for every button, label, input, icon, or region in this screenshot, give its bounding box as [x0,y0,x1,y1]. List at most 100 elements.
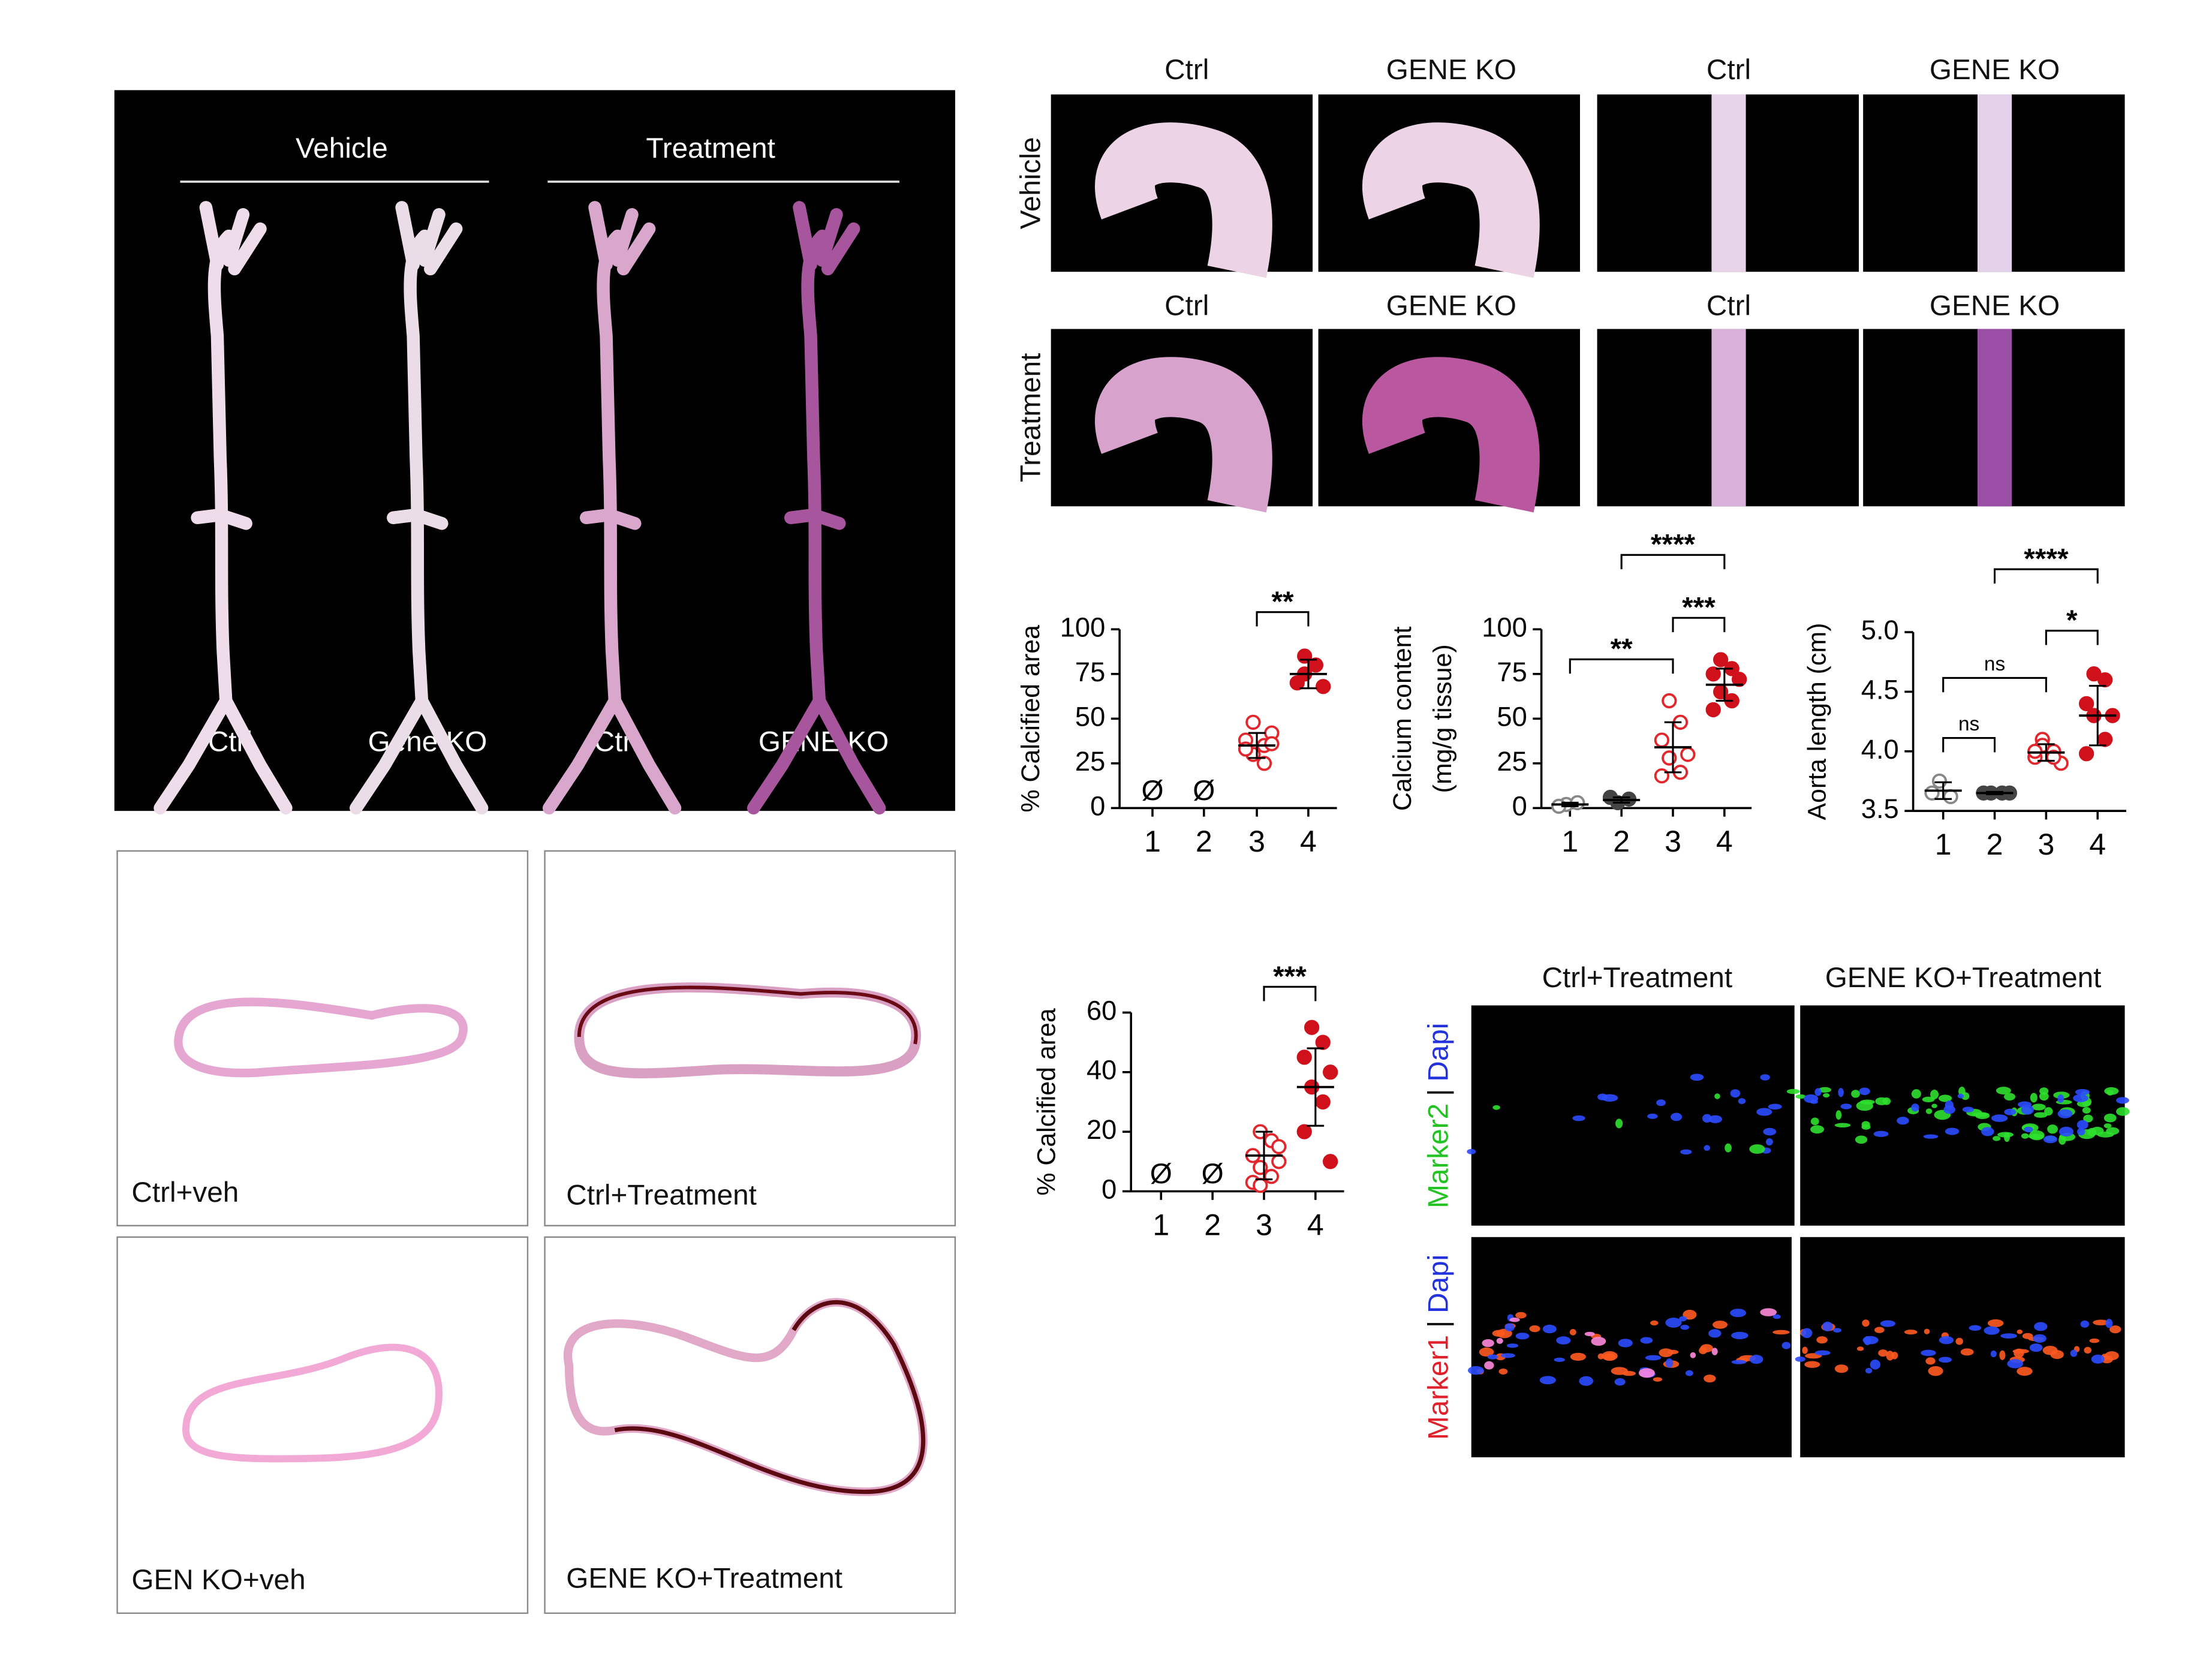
data-point [2027,744,2043,759]
data-point [1323,1154,1338,1169]
y-tick-label: 4.5 [1861,674,1899,705]
cell [2014,1348,2024,1358]
cell [1738,1098,1746,1105]
x-tick-label: 3 [1665,825,1681,858]
cell [2044,1107,2053,1116]
cell [1924,1328,1930,1334]
cell [1579,1376,1594,1386]
significance-bracket [1620,554,1726,570]
column-label: Ctrl [1707,290,1751,321]
cell [2024,1126,2033,1133]
cell [1647,1113,1658,1119]
cell [1939,1357,1952,1363]
cell [1700,1344,1713,1353]
cell [1714,1093,1720,1099]
x-tick-label: 4 [1300,825,1317,858]
separator: | [1422,1088,1454,1096]
cell [1874,1327,1885,1333]
cell [1542,1324,1557,1334]
aorta [542,201,682,815]
cell [1515,1312,1527,1319]
cell [1904,1330,1918,1335]
cell [2076,1120,2088,1130]
column-label: Ctrl [1164,54,1209,86]
cell [2057,1094,2064,1103]
cell [1713,1321,1728,1329]
y-tick-label: 40 [1087,1055,1116,1085]
cell [2076,1127,2085,1136]
cell [2073,1094,2088,1102]
column-label: Ctrl+Treatment [1542,962,1733,994]
cell [2030,1093,2038,1103]
cell [1704,1375,1716,1383]
cell [1487,1354,1498,1360]
cell [1786,1088,1800,1094]
cell [1969,1325,1982,1331]
cell [1931,1103,1937,1108]
cell [1496,1337,1503,1344]
cell [2116,1107,2130,1116]
cell [1602,1351,1618,1361]
cell [1822,1321,1833,1331]
data-point [1654,732,1670,748]
cell [2070,1349,2078,1357]
cell [1810,1117,1819,1126]
y-tick-label: 100 [1060,612,1106,642]
cell [1482,1339,1494,1348]
data-point [1315,1034,1331,1050]
column-label: GENE KO [1386,54,1516,86]
cell [1834,1364,1849,1373]
cell [2084,1346,2091,1354]
row-label: Marker2 | Dapi [1422,1023,1454,1208]
column-label: GENE KO+Treatment [1825,962,2102,994]
cell [1668,1349,1679,1355]
x-tick-label: 3 [1248,825,1265,858]
x-tick-label: 3 [1256,1208,1272,1241]
data-point [1662,693,1677,709]
data-point [1308,657,1323,673]
cell [1515,1333,1530,1340]
cell [2082,1106,2091,1114]
cell [1834,1123,1851,1127]
calcified-rim [577,985,918,1045]
y-tick-label: 4.0 [1861,734,1899,765]
cell [2105,1319,2113,1328]
y-axis-label: % Calcified area [1032,1008,1061,1196]
aortic-arch [1095,122,1272,278]
data-point [1253,1177,1268,1193]
x-tick-label: 4 [2089,828,2106,861]
row-label: Vehicle [1015,137,1046,229]
cell [1768,1103,1782,1110]
aorta [350,201,489,815]
cell [1569,1329,1576,1336]
cell [2029,1343,2043,1352]
cell [1509,1317,1520,1322]
cell [1859,1099,1875,1105]
cell [1865,1367,1873,1374]
cell [2043,1135,2057,1144]
y-tick-label: 3.5 [1861,793,1899,824]
cell [1880,1320,1896,1327]
cell [1650,1320,1659,1326]
y-tick-label: 25 [1497,746,1527,777]
cell [2097,1131,2114,1138]
cell [2057,1109,2073,1118]
cell [1873,1130,1889,1137]
cell [1930,1090,1939,1099]
cell [2103,1123,2112,1129]
cell [1925,1108,1933,1114]
cell [1870,1360,1880,1370]
cell [1990,1350,1997,1358]
fluorescence-photo [1471,1005,1795,1226]
cell [1611,1367,1628,1375]
cell [1685,1370,1693,1376]
cell [1838,1088,1844,1097]
histology-label: GENE KO+Treatment [566,1563,842,1595]
cell [1939,1336,1954,1345]
aortic-segment [1711,329,1746,507]
cell [1704,1145,1711,1151]
row-label: Treatment [1015,353,1046,483]
cell [1818,1087,1832,1093]
significance-label: ** [1611,633,1633,665]
cell [1814,1088,1822,1096]
